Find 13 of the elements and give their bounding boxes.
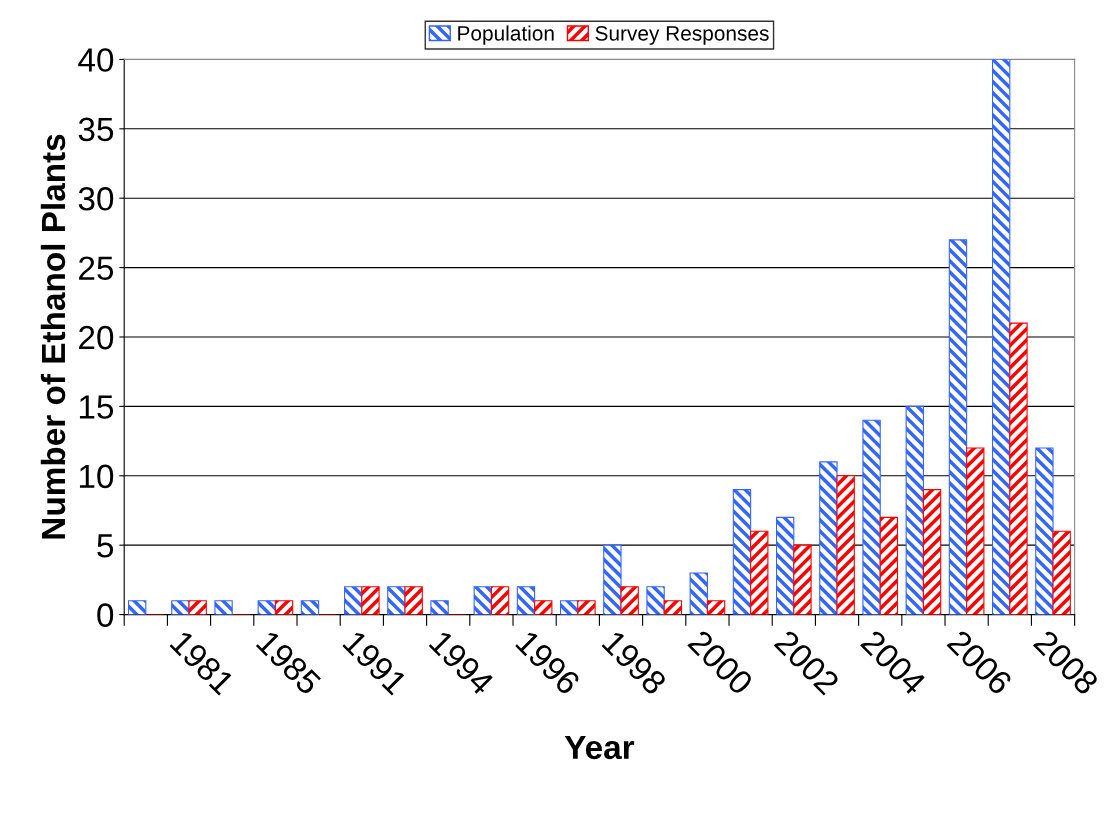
y-tick-label: 5 <box>97 534 114 558</box>
y-tick-label: 30 <box>78 187 114 211</box>
y-tick-label: 35 <box>78 117 114 142</box>
y-tick-label: 40 <box>78 48 114 72</box>
y-axis-title: Number of Ethanol Plants <box>40 134 66 539</box>
x-axis-title: Year <box>564 735 635 760</box>
y-tick-label: 20 <box>79 325 114 350</box>
legend-label: Survey Responses <box>595 25 769 45</box>
y-tick-label: 0 <box>97 603 114 627</box>
legend-label: Population <box>458 25 554 45</box>
y-tick-label: 15 <box>79 395 114 419</box>
y-tick-label: 25 <box>79 256 114 281</box>
y-tick-label: 10 <box>79 464 114 489</box>
